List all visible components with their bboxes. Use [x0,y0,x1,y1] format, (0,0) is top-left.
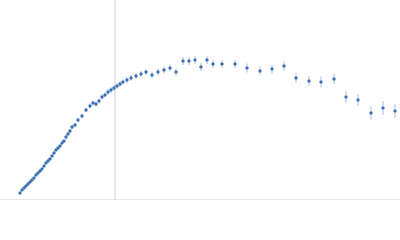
point [109,88,113,92]
point [356,98,360,102]
point [393,109,397,113]
point [94,102,98,106]
point [294,76,298,80]
point [97,99,101,103]
point [73,123,77,127]
point [84,108,88,112]
point [18,191,22,195]
point [369,111,373,115]
point [40,167,44,171]
point [22,186,26,190]
point [62,139,66,143]
point [344,95,348,99]
point [162,68,166,72]
point [46,159,50,163]
point [115,84,119,88]
point [134,74,138,78]
point [106,90,110,94]
point [245,66,249,70]
point [88,104,92,108]
point [76,118,80,122]
point [211,62,215,66]
point [282,64,286,68]
point [54,148,58,152]
point [199,65,203,69]
chart [0,0,400,200]
point [38,169,42,173]
point [118,82,122,86]
point [332,77,336,81]
point [42,164,46,168]
point [270,67,274,71]
point [20,188,24,192]
point [91,101,95,105]
point [156,70,160,74]
point [205,58,209,62]
point [36,171,40,175]
point [168,66,172,70]
point [181,59,185,63]
point [125,78,129,82]
point [144,70,148,74]
point [48,157,52,161]
point [319,80,323,84]
point [56,146,60,150]
point [80,114,84,118]
point [24,184,28,188]
point [44,161,48,165]
point [381,106,385,110]
point [34,173,38,177]
point [129,76,133,80]
point [103,93,107,97]
point [233,62,237,66]
point [121,80,125,84]
point [258,69,262,73]
point [58,144,62,148]
point [100,95,104,99]
point [139,72,143,76]
point [187,59,191,63]
point [30,178,34,182]
point [112,86,116,90]
point [68,129,72,133]
point [307,79,311,83]
point [52,151,56,155]
point [150,73,154,77]
point [66,132,70,136]
point [60,141,64,145]
point [64,135,68,139]
point [26,182,30,186]
point [193,58,197,62]
point [70,125,74,129]
point [32,176,36,180]
point [28,180,32,184]
point [50,154,54,158]
point [174,70,178,74]
point [220,62,224,66]
